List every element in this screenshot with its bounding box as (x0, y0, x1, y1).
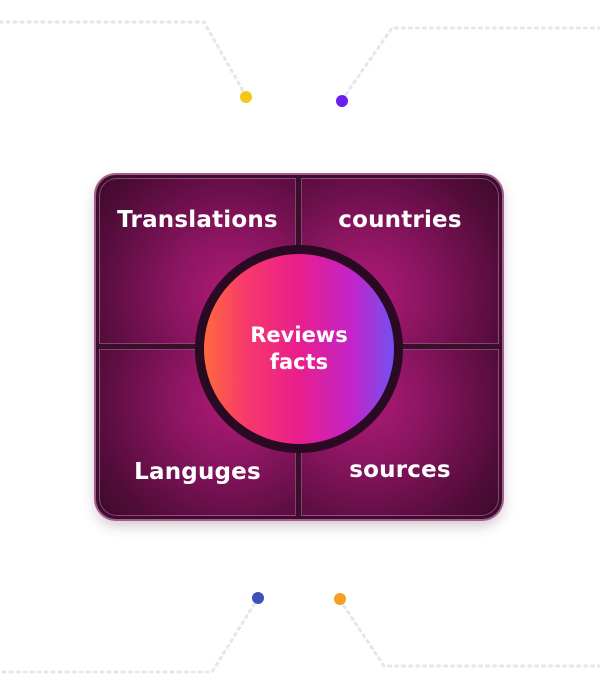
quadrant-label-translations: Translations (117, 207, 278, 233)
connector-bottom-right (338, 598, 600, 668)
quadrant-label-countries: countries (338, 207, 462, 233)
connector-top-left (0, 20, 248, 98)
center-circle: Reviews facts (204, 254, 394, 444)
dot-top-right (336, 95, 348, 107)
center-label-line-1: Reviews (250, 323, 348, 347)
quadrant-label-sources: sources (349, 457, 451, 483)
connector-bottom-left (0, 596, 260, 674)
dot-bottom-left (252, 592, 264, 604)
quadrant-label-languages: Languges (134, 459, 261, 485)
center-label-line-2: facts (269, 350, 329, 374)
quadrant-board: Translations countries Languges sources … (96, 175, 502, 519)
dot-top-left (240, 91, 252, 103)
center-ring: Reviews facts (195, 245, 403, 453)
dot-bottom-right (334, 593, 346, 605)
connector-top-right (340, 26, 600, 102)
